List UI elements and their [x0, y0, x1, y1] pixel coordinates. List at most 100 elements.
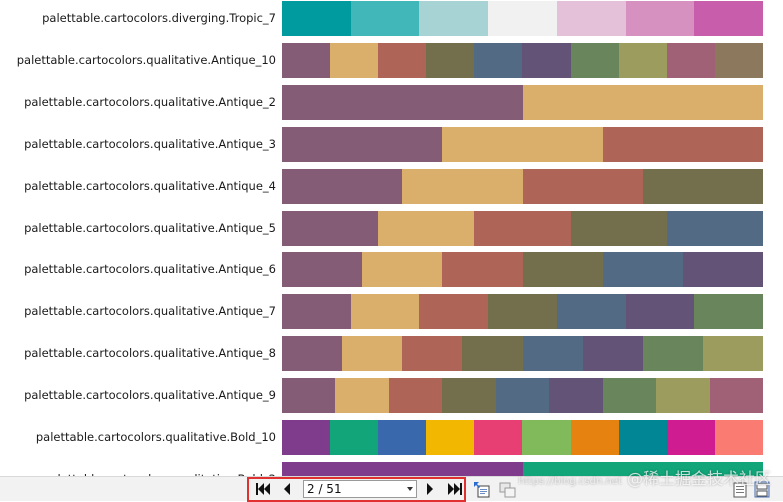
palette-name: palettable.cartocolors.qualitative.Antiq…: [24, 220, 276, 235]
palette-swatch-bar: [282, 42, 763, 78]
color-swatch: [282, 210, 379, 246]
color-swatch: [694, 294, 764, 330]
palette-name: palettable.cartocolors.qualitative.Antiq…: [24, 388, 276, 403]
palette-swatch-bar: [282, 294, 764, 330]
color-swatch: [656, 378, 710, 414]
page-indicator: 2 / 51: [307, 482, 342, 496]
color-swatch: [378, 420, 427, 455]
color-swatch: [282, 420, 331, 455]
color-swatch: [330, 420, 379, 455]
single-page-view-icon[interactable]: [733, 481, 751, 498]
color-swatch: [282, 461, 523, 476]
palette-row: palettable.cartocolors.qualitative.Bold_…: [0, 420, 783, 455]
palette-row: palettable.cartocolors.qualitative.Antiq…: [0, 294, 783, 330]
color-swatch: [378, 42, 427, 78]
color-swatch: [666, 420, 715, 455]
color-swatch: [522, 420, 571, 455]
color-swatch: [282, 168, 403, 204]
color-swatch: [402, 168, 523, 204]
color-swatch: [522, 42, 571, 78]
fit-page-icon[interactable]: [473, 481, 491, 498]
continuous-view-icon[interactable]: [754, 481, 772, 498]
color-swatch: [618, 42, 667, 78]
palette-name: palettable.cartocolors.qualitative.Antiq…: [24, 136, 276, 151]
palette-row: palettable.cartocolors.qualitative.Antiq…: [0, 378, 783, 414]
palette-swatch-bar: [282, 378, 763, 414]
color-swatch: [474, 420, 523, 455]
color-swatch: [702, 336, 763, 372]
palette-swatch-bar: [282, 126, 763, 162]
palette-name: palettable.cartocolors.diverging.Tropic_…: [42, 11, 276, 25]
last-page-icon[interactable]: [446, 481, 464, 497]
palette-row: palettable.cartocolors.diverging.Tropic_…: [0, 1, 783, 36]
color-swatch: [618, 420, 667, 455]
color-swatch: [462, 336, 523, 372]
color-swatch: [474, 210, 571, 246]
color-swatch: [426, 420, 475, 455]
color-swatch: [426, 42, 475, 78]
color-swatch: [342, 336, 403, 372]
color-swatch: [442, 252, 523, 288]
palette-name: palettable.cartocolors.qualitative.Bold_…: [35, 430, 276, 444]
palette-name: palettable.cartocolors.qualitative.Antiq…: [24, 304, 276, 319]
palette-name: palettable.cartocolors.qualitative.Bold_…: [0, 462, 276, 476]
color-swatch: [570, 42, 619, 78]
color-swatch: [442, 126, 603, 162]
palette-viewer[interactable]: palettable.cartocolors.diverging.Tropic_…: [0, 0, 783, 476]
color-swatch: [488, 294, 557, 330]
color-swatch: [522, 168, 643, 204]
color-swatch: [549, 378, 603, 414]
next-page-icon[interactable]: [421, 481, 439, 497]
color-swatch: [666, 42, 715, 78]
palette-name: palettable.cartocolors.qualitative.Antiq…: [24, 178, 276, 193]
previous-page-icon[interactable]: [278, 481, 296, 497]
color-swatch: [282, 126, 443, 162]
palette-name: palettable.cartocolors.qualitative.Antiq…: [24, 346, 276, 361]
color-swatch: [522, 84, 763, 120]
watermark-text: @稀土掘金技术社区: [626, 469, 771, 488]
color-swatch: [419, 1, 489, 36]
color-swatch: [282, 252, 363, 288]
palette-name: palettable.cartocolors.qualitative.Antiq…: [16, 52, 276, 67]
color-swatch: [419, 294, 489, 330]
color-swatch: [709, 378, 763, 414]
color-swatch: [714, 420, 763, 455]
palette-swatch-bar: [282, 84, 763, 120]
palette-swatch-bar: [282, 461, 763, 476]
color-swatch: [556, 294, 626, 330]
color-swatch: [335, 378, 389, 414]
first-page-icon[interactable]: [254, 481, 272, 497]
color-swatch: [388, 378, 443, 414]
compare-pages-icon[interactable]: [499, 481, 517, 498]
color-swatch: [682, 252, 764, 288]
color-swatch: [556, 1, 626, 36]
color-swatch: [582, 336, 643, 372]
palette-swatch-bar: [282, 336, 763, 372]
color-swatch: [282, 1, 351, 36]
color-swatch: [378, 210, 475, 246]
viewer-toolbar: 2 / 51: [0, 476, 783, 502]
palette-row: palettable.cartocolors.qualitative.Antiq…: [0, 126, 783, 162]
color-swatch: [362, 252, 443, 288]
color-swatch: [602, 252, 683, 288]
palette-row: palettable.cartocolors.qualitative.Antiq…: [0, 84, 783, 120]
color-swatch: [694, 1, 764, 36]
color-swatch: [350, 1, 420, 36]
color-swatch: [442, 378, 496, 414]
color-swatch: [570, 210, 667, 246]
color-swatch: [714, 42, 763, 78]
color-swatch: [282, 336, 343, 372]
palette-row: palettable.cartocolors.qualitative.Antiq…: [0, 168, 783, 204]
color-swatch: [666, 210, 764, 246]
page-select[interactable]: 2 / 51: [303, 480, 417, 498]
color-swatch: [625, 294, 695, 330]
color-swatch: [282, 378, 336, 414]
palette-name: palettable.cartocolors.qualitative.Antiq…: [24, 94, 276, 109]
palette-row: palettable.cartocolors.qualitative.Bold_…: [0, 461, 783, 476]
palette-swatch-bar: [282, 210, 764, 246]
color-swatch: [282, 42, 331, 78]
chevron-down-icon: [407, 487, 413, 491]
color-swatch: [495, 378, 550, 414]
watermark-prefix: https://blog.csdn.net: [518, 476, 622, 487]
color-swatch: [522, 336, 583, 372]
